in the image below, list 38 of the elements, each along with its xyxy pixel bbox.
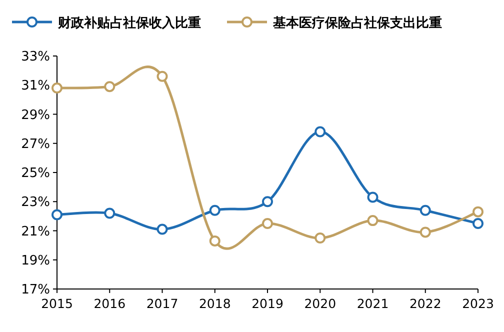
y-tick-label: 17%	[21, 282, 50, 298]
y-tick-label: 27%	[21, 136, 50, 152]
x-tick-label: 2015	[41, 296, 73, 311]
point	[472, 206, 484, 218]
point	[52, 209, 62, 220]
point	[104, 208, 116, 219]
x-tick-label: 2018	[198, 296, 231, 311]
legend-label: 财政补贴占社保收入比重	[57, 15, 201, 31]
point	[209, 235, 220, 246]
x-tick-label: 2017	[146, 296, 178, 311]
point	[314, 232, 326, 244]
x-tick-label: 2021	[356, 296, 389, 311]
point	[156, 70, 168, 82]
point	[367, 192, 378, 203]
point	[472, 218, 484, 229]
x-tick-label: 2020	[304, 296, 336, 311]
point	[420, 204, 431, 216]
point	[420, 226, 431, 238]
point	[262, 196, 273, 208]
point	[209, 204, 220, 216]
y-tick-label: 31%	[21, 78, 50, 94]
y-tick-label: 23%	[21, 195, 50, 210]
point	[314, 126, 326, 138]
x-tick-label: 2023	[462, 296, 494, 311]
point	[104, 81, 116, 92]
x-tick-label: 2016	[94, 296, 126, 311]
x-tick-label: 2019	[252, 296, 284, 311]
point	[367, 215, 378, 226]
y-tick-label: 25%	[21, 166, 50, 181]
point	[262, 218, 273, 229]
legend-label: 基本医疗保险占社保支出比重	[272, 15, 442, 31]
y-tick-label: 21%	[21, 224, 50, 240]
y-tick-label: 33%	[21, 50, 50, 64]
x-tick-label: 2022	[409, 296, 442, 311]
y-tick-label: 29%	[21, 108, 50, 123]
y-tick-label: 19%	[21, 253, 50, 268]
point	[156, 224, 168, 235]
point	[52, 82, 62, 94]
